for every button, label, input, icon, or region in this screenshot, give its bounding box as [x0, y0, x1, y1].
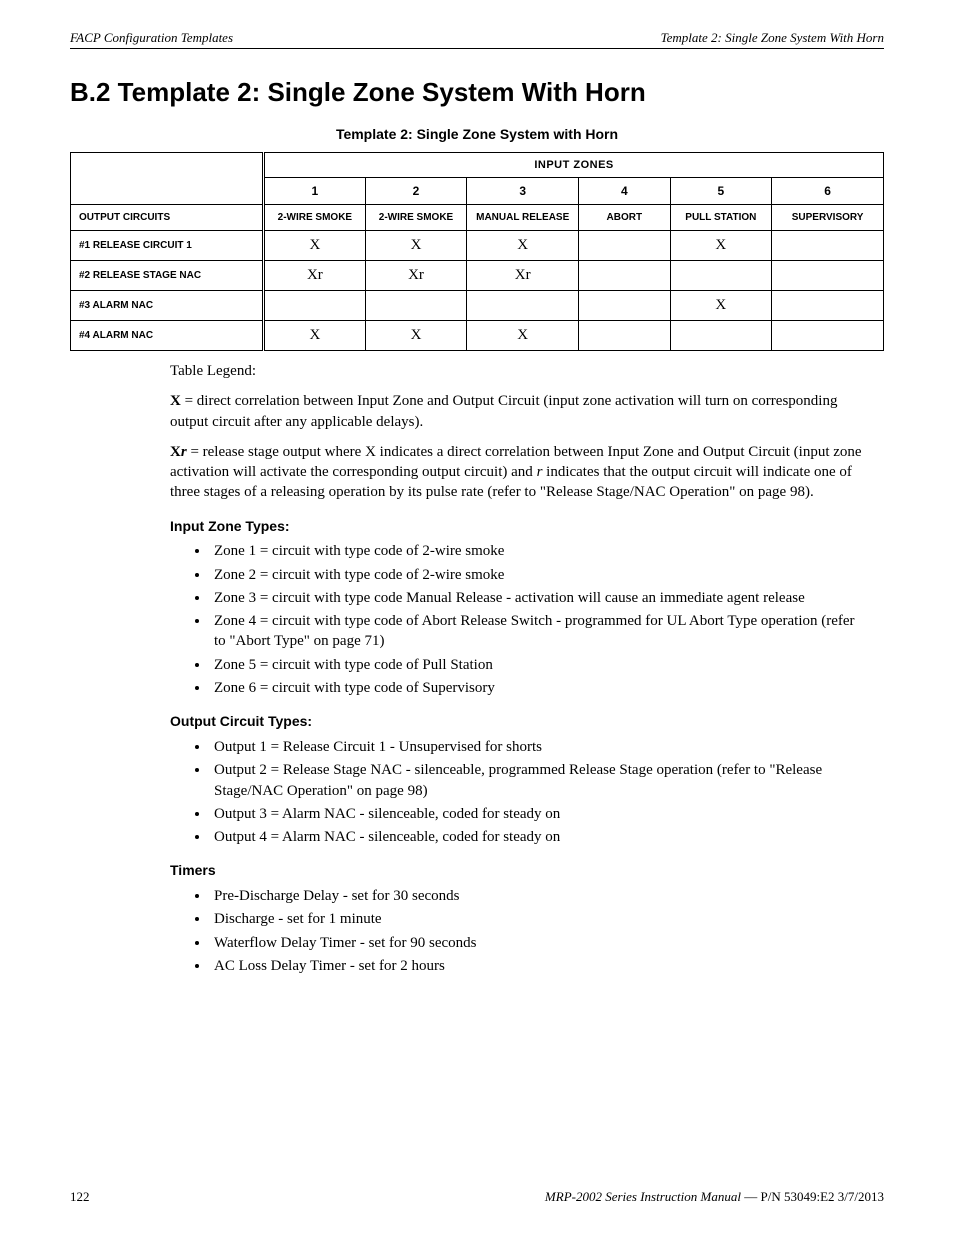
- list-item: Output 4 = Alarm NAC - silenceable, code…: [210, 827, 864, 847]
- row-label: #3 ALARM NAC: [71, 291, 264, 321]
- page-header: FACP Configuration Templates Template 2:…: [70, 30, 884, 49]
- table-cell: [579, 321, 670, 351]
- col-num: 4: [579, 178, 670, 205]
- list-item: AC Loss Delay Timer - set for 2 hours: [210, 956, 864, 976]
- legend-x-label: X: [170, 393, 181, 409]
- footer-pn: P/N 53049:E2 3/7/2013: [760, 1189, 884, 1204]
- footer-sep: —: [741, 1189, 761, 1204]
- col-num: 3: [467, 178, 579, 205]
- table-cell: [264, 291, 366, 321]
- table-cell: X: [670, 231, 772, 261]
- zone-table: INPUT ZONES 1 2 3 4 5 6 OUTPUT CIRCUITS …: [70, 152, 884, 351]
- table-cell: [579, 261, 670, 291]
- row-label: #4 ALARM NAC: [71, 321, 264, 351]
- manual-title: MRP-2002 Series Instruction Manual: [545, 1189, 741, 1204]
- list-item: Pre-Discharge Delay - set for 30 seconds: [210, 886, 864, 906]
- table-cell: X: [365, 321, 467, 351]
- list-item: Output 2 = Release Stage NAC - silenceab…: [210, 760, 864, 801]
- header-right: Template 2: Single Zone System With Horn: [661, 30, 884, 46]
- table-cell: X: [467, 231, 579, 261]
- list-item: Output 3 = Alarm NAC - silenceable, code…: [210, 804, 864, 824]
- list-item: Discharge - set for 1 minute: [210, 909, 864, 929]
- table-cell: [579, 291, 670, 321]
- table-cell: X: [670, 291, 772, 321]
- table-cell: [670, 321, 772, 351]
- legend-xr-x: X: [170, 444, 181, 460]
- list-item: Waterflow Delay Timer - set for 90 secon…: [210, 933, 864, 953]
- table-cell: Xr: [365, 261, 467, 291]
- zone-header: SUPERVISORY: [772, 205, 884, 231]
- table-corner: [71, 153, 264, 205]
- page-footer: 122 MRP-2002 Series Instruction Manual —…: [70, 1189, 884, 1205]
- table-cell: [670, 261, 772, 291]
- timers-heading: Timers: [170, 861, 864, 880]
- table-row: #3 ALARM NAC X: [71, 291, 884, 321]
- footer-right: MRP-2002 Series Instruction Manual — P/N…: [545, 1189, 884, 1205]
- zone-header: PULL STATION: [670, 205, 772, 231]
- list-item: Zone 3 = circuit with type code Manual R…: [210, 588, 864, 608]
- col-num: 2: [365, 178, 467, 205]
- table-cell: X: [365, 231, 467, 261]
- table-cell: Xr: [264, 261, 366, 291]
- list-item: Zone 4 = circuit with type code of Abort…: [210, 611, 864, 652]
- timers-list: Pre-Discharge Delay - set for 30 seconds…: [170, 886, 864, 976]
- table-row: #4 ALARM NAC X X X: [71, 321, 884, 351]
- table-cell: [365, 291, 467, 321]
- input-zone-types-heading: Input Zone Types:: [170, 517, 864, 536]
- legend-xr: Xr = release stage output where X indica…: [170, 442, 864, 503]
- zone-header: ABORT: [579, 205, 670, 231]
- page-number: 122: [70, 1189, 90, 1205]
- list-item: Zone 5 = circuit with type code of Pull …: [210, 655, 864, 675]
- table-cell: X: [467, 321, 579, 351]
- table-row: #1 RELEASE CIRCUIT 1 X X X X: [71, 231, 884, 261]
- list-item: Zone 1 = circuit with type code of 2-wir…: [210, 541, 864, 561]
- list-item: Output 1 = Release Circuit 1 - Unsupervi…: [210, 737, 864, 757]
- row-label: #2 RELEASE STAGE NAC: [71, 261, 264, 291]
- legend-x-def: = direct correlation between Input Zone …: [170, 393, 837, 429]
- table-cell: Xr: [467, 261, 579, 291]
- output-circuits-label: OUTPUT CIRCUITS: [71, 205, 264, 231]
- zone-header: 2-WIRE SMOKE: [365, 205, 467, 231]
- output-circuit-types-heading: Output Circuit Types:: [170, 712, 864, 731]
- table-cell: X: [264, 231, 366, 261]
- col-num: 1: [264, 178, 366, 205]
- col-num: 5: [670, 178, 772, 205]
- legend-title: Table Legend:: [170, 361, 864, 381]
- input-zones-header: INPUT ZONES: [264, 153, 884, 178]
- table-row: #2 RELEASE STAGE NAC Xr Xr Xr: [71, 261, 884, 291]
- list-item: Zone 2 = circuit with type code of 2-wir…: [210, 565, 864, 585]
- table-caption: Template 2: Single Zone System with Horn: [70, 126, 884, 142]
- col-num: 6: [772, 178, 884, 205]
- legend-x: X = direct correlation between Input Zon…: [170, 391, 864, 432]
- list-item: Zone 6 = circuit with type code of Super…: [210, 678, 864, 698]
- table-cell: [772, 291, 884, 321]
- table-cell: [772, 231, 884, 261]
- table-cell: [579, 231, 670, 261]
- input-zone-list: Zone 1 = circuit with type code of 2-wir…: [170, 541, 864, 698]
- header-left: FACP Configuration Templates: [70, 30, 233, 46]
- output-circuit-list: Output 1 = Release Circuit 1 - Unsupervi…: [170, 737, 864, 847]
- section-title: B.2 Template 2: Single Zone System With …: [70, 77, 884, 108]
- table-cell: [772, 321, 884, 351]
- zone-header: MANUAL RELEASE: [467, 205, 579, 231]
- zone-header: 2-WIRE SMOKE: [264, 205, 366, 231]
- table-cell: [772, 261, 884, 291]
- table-cell: X: [264, 321, 366, 351]
- table-cell: [467, 291, 579, 321]
- row-label: #1 RELEASE CIRCUIT 1: [71, 231, 264, 261]
